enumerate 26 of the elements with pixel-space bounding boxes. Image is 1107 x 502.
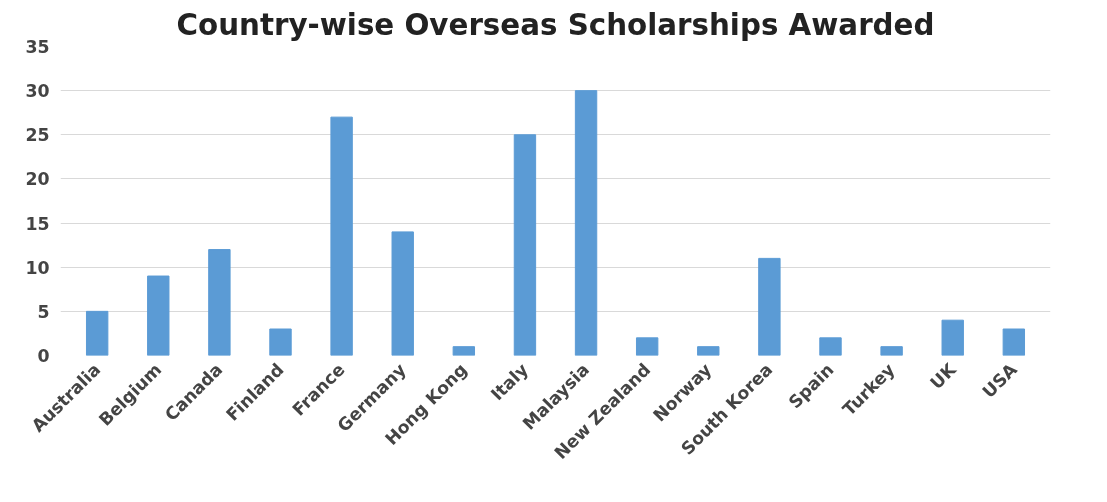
y-tick-label: 35 (25, 37, 50, 57)
bar (819, 337, 842, 356)
y-tick-label: 30 (25, 81, 50, 102)
bar (85, 310, 109, 356)
bar (147, 275, 170, 356)
y-tick-label: 25 (25, 125, 50, 146)
bar (941, 319, 964, 356)
y-tick-label: 15 (25, 213, 50, 234)
bar (391, 231, 414, 356)
bar (208, 249, 231, 356)
y-tick-label: 0 (37, 346, 50, 366)
bar (330, 116, 353, 356)
bar (574, 90, 598, 356)
x-tick-label: UK (926, 359, 961, 394)
y-tick-label: 5 (37, 301, 50, 322)
bar (1002, 328, 1026, 356)
bar (880, 346, 903, 356)
chart-title: Country-wise Overseas Scholarships Awarded (176, 7, 935, 42)
y-tick-label: 20 (25, 169, 50, 190)
y-tick-label: 10 (25, 257, 50, 278)
bar (635, 337, 659, 356)
bar (697, 346, 720, 356)
bar (513, 134, 537, 356)
bar (269, 328, 292, 356)
bar (452, 346, 476, 356)
bar (758, 257, 781, 356)
